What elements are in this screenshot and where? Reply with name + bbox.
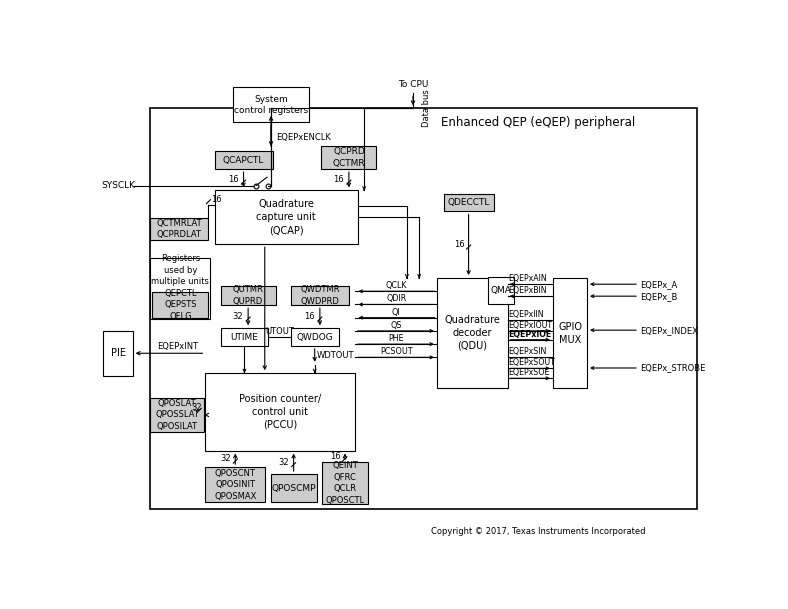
Text: WDTOUT: WDTOUT	[317, 351, 355, 360]
Text: UTIME: UTIME	[231, 333, 258, 342]
Text: EQEPxIOUT: EQEPxIOUT	[508, 321, 552, 329]
Text: QCLK: QCLK	[385, 281, 407, 290]
Bar	[322, 462, 368, 504]
Text: QWDOG: QWDOG	[296, 333, 333, 342]
Bar	[151, 258, 210, 319]
Text: EQEPxIOE: EQEPxIOE	[508, 329, 552, 339]
Bar	[103, 331, 132, 376]
Text: EQEPx_INDEX: EQEPx_INDEX	[640, 326, 698, 335]
Text: QMA: QMA	[490, 286, 511, 295]
Bar	[488, 276, 514, 304]
Bar	[214, 191, 358, 244]
Bar	[444, 194, 493, 211]
Text: EQEPxINT: EQEPxINT	[158, 342, 199, 351]
Text: GPIO
MUX: GPIO MUX	[558, 322, 582, 345]
Text: 16: 16	[211, 195, 222, 204]
Text: EQEPxAIN: EQEPxAIN	[508, 274, 547, 283]
Bar	[206, 373, 355, 451]
Text: QCAPCTL: QCAPCTL	[223, 156, 264, 165]
Bar	[437, 278, 507, 388]
Bar	[322, 146, 377, 169]
Bar	[151, 398, 204, 432]
Text: EQEPx_B: EQEPx_B	[640, 292, 678, 301]
Text: Quadrature
decoder
(QDU): Quadrature decoder (QDU)	[444, 315, 500, 351]
Text: 16: 16	[228, 175, 239, 185]
Text: SYSCLK: SYSCLK	[102, 181, 136, 190]
Bar	[271, 474, 317, 502]
Text: QCTMRLAT
QCPRDLAT: QCTMRLAT QCPRDLAT	[157, 219, 203, 239]
Text: QPOSCNT
QPOSINIT
QPOSMAX: QPOSCNT QPOSINIT QPOSMAX	[214, 468, 256, 501]
Text: 32: 32	[191, 403, 203, 412]
Text: QWDTMR
QWDPRD: QWDTMR QWDPRD	[300, 285, 340, 306]
Text: EQEPxENCLK: EQEPxENCLK	[276, 133, 331, 143]
Text: System
control registers: System control registers	[234, 94, 308, 115]
Bar	[221, 286, 276, 305]
Text: QI: QI	[392, 308, 400, 317]
Text: QS: QS	[391, 321, 402, 329]
Text: Position counter/
control unit
(PCCU): Position counter/ control unit (PCCU)	[239, 394, 322, 430]
Text: QEINT
QFRC
QCLR
QPOSCTL: QEINT QFRC QCLR QPOSCTL	[325, 461, 365, 505]
Text: EQEPxSOUT: EQEPxSOUT	[508, 358, 556, 367]
Bar	[291, 328, 339, 346]
Text: Enhanced QEP (eQEP) peripheral: Enhanced QEP (eQEP) peripheral	[441, 116, 635, 129]
Text: QPOSLAT
QPOSSLAT
QPOSILAT: QPOSLAT QPOSSLAT QPOSILAT	[155, 399, 199, 431]
Text: EQEPxSIN: EQEPxSIN	[508, 347, 547, 356]
Text: QEPCTL
QEPSTS
QFLG: QEPCTL QEPSTS QFLG	[164, 289, 196, 321]
Text: Registers
used by
multiple units: Registers used by multiple units	[151, 254, 210, 286]
Text: EQEPxSOE: EQEPxSOE	[508, 368, 550, 377]
Text: QUTMR
QUPRD: QUTMR QUPRD	[232, 285, 263, 306]
Text: 32: 32	[279, 458, 289, 466]
Text: Copyright © 2017, Texas Instruments Incorporated: Copyright © 2017, Texas Instruments Inco…	[431, 527, 645, 536]
Text: EQEPx_STROBE: EQEPx_STROBE	[640, 364, 705, 373]
Text: QDIR: QDIR	[386, 294, 407, 303]
Text: EQEPxBIN: EQEPxBIN	[508, 286, 547, 295]
Text: PHE: PHE	[388, 334, 404, 343]
Bar	[291, 286, 349, 305]
Text: Data bus: Data bus	[422, 90, 431, 127]
Text: QPOSCMP: QPOSCMP	[271, 484, 316, 493]
Text: QDECCTL: QDECCTL	[448, 198, 490, 207]
Text: Quadrature
capture unit
(QCAP): Quadrature capture unit (QCAP)	[256, 200, 316, 235]
Text: 16: 16	[304, 312, 315, 321]
Text: 16: 16	[330, 452, 340, 461]
Text: 32: 32	[221, 454, 231, 463]
Text: EQEPx_A: EQEPx_A	[640, 280, 678, 289]
Bar	[233, 87, 309, 122]
Bar	[151, 219, 208, 239]
Bar	[214, 152, 273, 169]
Bar	[206, 467, 266, 502]
Text: 16: 16	[454, 240, 464, 249]
Bar	[152, 292, 208, 318]
Text: 16: 16	[333, 175, 344, 185]
Text: 32: 32	[232, 312, 243, 321]
Text: To CPU: To CPU	[398, 80, 428, 90]
Bar	[151, 108, 697, 509]
Bar	[221, 328, 268, 346]
Text: QCPRD
QCTMR: QCPRD QCTMR	[333, 147, 365, 167]
Text: PIE: PIE	[110, 348, 125, 358]
Text: EQEPxIIN: EQEPxIIN	[508, 310, 544, 319]
Bar	[553, 278, 587, 388]
Text: UTOUT: UTOUT	[265, 327, 294, 336]
Text: PCSOUT: PCSOUT	[380, 347, 413, 356]
